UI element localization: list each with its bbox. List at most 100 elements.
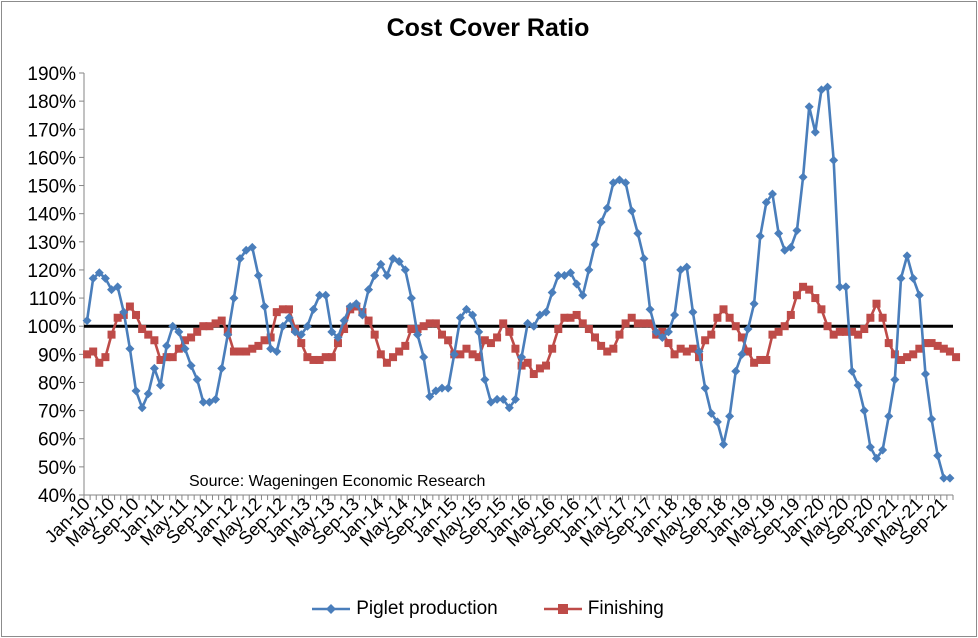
finishing-point: [786, 310, 795, 319]
finishing-point: [725, 313, 734, 322]
finishing-point: [805, 285, 814, 294]
piglet-point: [823, 82, 833, 92]
y-tick-label: 50%: [38, 458, 76, 479]
piglet-point: [217, 363, 227, 373]
piglet-point: [480, 375, 490, 385]
finishing-point: [364, 316, 373, 325]
finishing-point: [627, 313, 636, 322]
finishing-point: [878, 313, 887, 322]
finishing-point: [462, 344, 471, 353]
finishing-point: [866, 313, 875, 322]
piglet-point: [492, 394, 502, 404]
finishing-point: [438, 330, 447, 339]
y-tick-label: 160%: [27, 148, 76, 169]
piglet-point: [933, 451, 943, 461]
piglet-point: [339, 316, 349, 326]
piglet-point: [143, 389, 153, 399]
piglet-point: [712, 417, 722, 427]
finishing-point: [707, 330, 716, 339]
finishing-point: [260, 336, 269, 345]
finishing-point: [370, 330, 379, 339]
piglet-point: [315, 290, 325, 300]
source-annotation: Source: Wageningen Economic Research: [189, 473, 485, 490]
piglet-point: [706, 408, 716, 418]
finishing-point: [872, 299, 881, 308]
legend-item-piglet: Piglet production: [312, 598, 498, 620]
finishing-point: [321, 353, 330, 362]
finishing-point: [266, 333, 275, 342]
piglet-point: [211, 394, 221, 404]
finishing-point: [456, 350, 465, 359]
series-piglet-production: [82, 82, 955, 483]
piglet-point: [498, 394, 508, 404]
finishing-point: [584, 325, 593, 334]
finishing-point: [272, 308, 281, 317]
finishing-point: [303, 353, 312, 362]
finishing-point: [150, 336, 159, 345]
piglet-point: [737, 349, 747, 359]
piglet-point: [364, 285, 374, 295]
finishing-point: [297, 339, 306, 348]
finishing-point: [180, 336, 189, 345]
piglet-point: [308, 304, 318, 314]
piglet-point: [474, 327, 484, 337]
piglet-point: [633, 228, 643, 238]
piglet-point: [841, 282, 851, 292]
y-tick-label: 190%: [27, 64, 76, 85]
piglet-point: [627, 206, 637, 216]
piglet-point: [590, 240, 600, 250]
finishing-point: [811, 294, 820, 303]
finishing-point: [890, 350, 899, 359]
finishing-point: [278, 305, 287, 314]
finishing-point: [701, 336, 710, 345]
finishing-point: [89, 347, 98, 356]
finishing-point: [762, 355, 771, 364]
piglet-point: [455, 313, 465, 323]
piglet-point: [578, 290, 588, 300]
finishing-point: [823, 322, 832, 331]
finishing-point: [401, 341, 410, 350]
piglet-point: [902, 251, 912, 261]
finishing-point: [921, 339, 930, 348]
piglet-point: [82, 316, 92, 326]
piglet-point: [517, 352, 527, 362]
piglet-point: [88, 273, 98, 283]
piglet-point: [939, 473, 949, 483]
finishing-point: [162, 353, 171, 362]
finishing-point: [511, 344, 520, 353]
finishing-point: [193, 327, 202, 336]
piglet-point: [278, 321, 288, 331]
finishing-point: [927, 339, 936, 348]
finishing-point: [639, 319, 648, 328]
piglet-point: [370, 271, 380, 281]
finishing-point: [719, 305, 728, 314]
legend-swatch-finishing: [543, 604, 582, 614]
finishing-point: [480, 336, 489, 345]
finishing-point: [945, 347, 954, 356]
piglet-point: [162, 341, 172, 351]
finishing-point: [554, 325, 563, 334]
finishing-point: [505, 327, 514, 336]
piglet-point: [253, 271, 263, 281]
piglet-point: [382, 271, 392, 281]
piglet-point: [859, 406, 869, 416]
finishing-point: [236, 347, 245, 356]
piglet-point: [443, 383, 453, 393]
piglet-point: [131, 386, 141, 396]
finishing-point: [425, 319, 434, 328]
y-tick-label: 180%: [27, 92, 76, 113]
piglet-point: [419, 352, 429, 362]
y-tick-label: 170%: [27, 120, 76, 141]
piglet-point: [847, 366, 857, 376]
piglet-point: [149, 363, 159, 373]
finishing-point: [254, 341, 263, 350]
x-axis: Jan-10May-10Sep-10Jan-11May-11Sep-11Jan-…: [41, 494, 954, 550]
y-tick-label: 40%: [38, 486, 76, 507]
piglet-point: [321, 290, 331, 300]
piglet-point: [229, 293, 239, 303]
piglet-point: [700, 383, 710, 393]
piglet-point: [920, 369, 930, 379]
piglet-point: [100, 273, 110, 283]
piglet-point: [572, 279, 582, 289]
piglet-point: [327, 327, 337, 337]
